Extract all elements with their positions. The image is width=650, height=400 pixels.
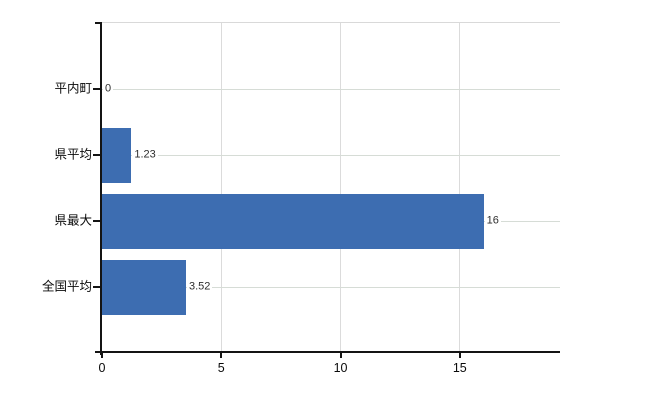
- x-axis-tick-15: [458, 353, 461, 358]
- x-axis-tick-10: [339, 353, 342, 358]
- value-label-3: 3.52: [186, 280, 213, 294]
- x-axis-tick-label-0: 0: [98, 361, 106, 375]
- x-axis-tick-label-15: 15: [452, 361, 467, 375]
- y-axis-tick-row-1: [93, 154, 100, 156]
- x-axis-tick-5: [220, 353, 223, 358]
- value-label-1: 1.23: [132, 148, 158, 162]
- y-axis-top-tick: [95, 22, 102, 24]
- y-axis-tick-row-0: [93, 88, 100, 90]
- category-label-0: 平内町: [54, 81, 92, 96]
- category-label-3: 全国平均: [41, 279, 92, 294]
- plot-top-border: [102, 22, 560, 23]
- y-axis-tick-row-2: [93, 220, 100, 222]
- h-gridline-row-1: [102, 154, 560, 156]
- v-gridline-5: [220, 23, 222, 351]
- h-gridline-row-0: [102, 88, 560, 90]
- bar-3: [102, 259, 186, 315]
- value-label-2: 16: [484, 214, 501, 228]
- x-axis-tick-0: [101, 353, 103, 358]
- x-axis-tick-label-5: 5: [217, 361, 225, 375]
- h-gridline-row-3: [102, 286, 560, 288]
- v-gridline-10: [340, 23, 342, 351]
- y-axis-line: [100, 22, 102, 355]
- value-label-0: 0: [103, 82, 114, 96]
- bar-2: [102, 193, 484, 249]
- x-axis-line: [95, 351, 560, 353]
- category-label-1: 県平均: [54, 147, 92, 162]
- x-axis-tick-label-10: 10: [333, 361, 348, 375]
- category-label-2: 県最大: [54, 213, 92, 228]
- bar-1: [102, 127, 132, 183]
- y-axis-tick-row-3: [93, 286, 100, 288]
- v-gridline-15: [459, 23, 461, 351]
